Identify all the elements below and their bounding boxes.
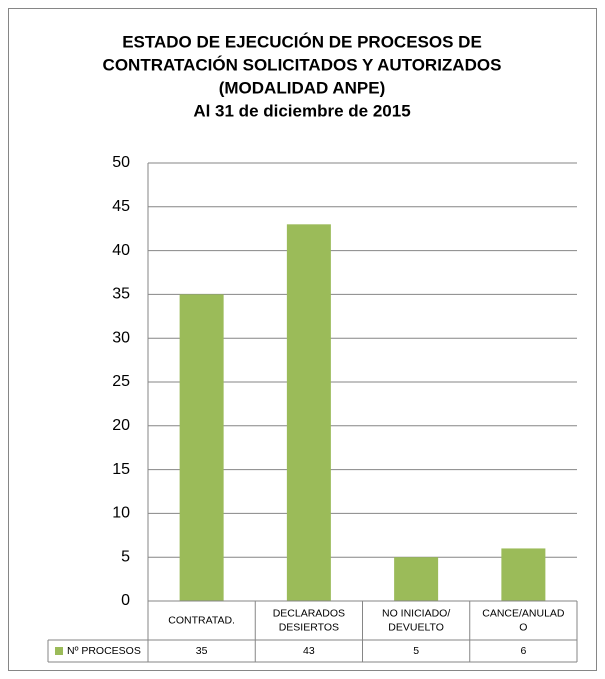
y-tick-label: 5 [121, 548, 130, 565]
y-tick-label: 10 [112, 505, 130, 522]
chart-title: Al 31 de diciembre de 2015 [193, 101, 410, 120]
y-tick-label: 0 [121, 592, 130, 609]
bar [394, 557, 439, 601]
chart-title: ESTADO DE EJECUCIÓN DE PROCESOS DE [122, 32, 482, 51]
table-value: 43 [303, 645, 315, 657]
legend-swatch [55, 647, 63, 655]
bar [501, 548, 546, 601]
y-tick-label: 45 [112, 198, 130, 215]
table-value: 6 [520, 645, 526, 657]
x-tick-line: NO INICIADO/ [382, 607, 450, 619]
x-tick-label: CONTRATAD. [168, 614, 235, 626]
x-tick-line: O [519, 621, 527, 633]
x-tick-line: CANCE/ANULAD [482, 607, 565, 619]
chart-title: CONTRATACIÓN SOLICITADOS Y AUTORIZADOS [103, 55, 502, 74]
chart-title: (MODALIDAD ANPE) [219, 78, 386, 97]
x-tick-line: DEVUELTO [388, 621, 444, 633]
x-tick-label: CANCE/ANULAD O [482, 607, 565, 633]
table-value: 5 [413, 645, 419, 657]
table-value: 35 [196, 645, 208, 657]
x-tick-line: CONTRATAD. [168, 614, 235, 626]
y-tick-label: 40 [112, 242, 130, 259]
y-tick-label: 20 [112, 417, 130, 434]
x-tick-line: DECLARADOS [273, 607, 345, 619]
x-tick-label: NO INICIADO/DEVUELTO [382, 607, 450, 633]
y-tick-label: 35 [112, 286, 130, 303]
bar [179, 294, 224, 601]
y-tick-label: 30 [112, 329, 130, 346]
legend-label: Nº PROCESOS [67, 645, 141, 657]
y-tick-label: 50 [112, 154, 130, 171]
y-tick-label: 25 [112, 373, 130, 390]
x-tick-label: DECLARADOS DESIERTOS [273, 607, 345, 633]
y-tick-label: 15 [112, 461, 130, 478]
x-tick-line: DESIERTOS [279, 621, 339, 633]
bar [286, 224, 331, 601]
